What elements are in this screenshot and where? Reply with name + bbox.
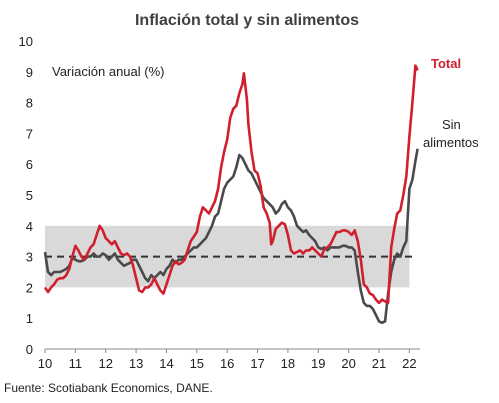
- y-tick-label: 5: [26, 188, 33, 203]
- x-tick-label: 22: [402, 356, 416, 371]
- x-tick-label: 18: [281, 356, 295, 371]
- y-tick-label: 8: [26, 96, 33, 111]
- y-tick-label: 10: [19, 34, 33, 49]
- x-tick-label: 19: [311, 356, 325, 371]
- y-tick-label: 0: [26, 342, 33, 357]
- x-tick-label: 10: [38, 356, 52, 371]
- legend-label-sin-alimentos-line2: alimentos: [423, 135, 479, 150]
- y-tick-label: 9: [26, 65, 33, 80]
- y-tick-label: 4: [26, 219, 33, 234]
- source-note: Fuente: Scotiabank Economics, DANE.: [4, 381, 213, 395]
- y-tick-label: 6: [26, 157, 33, 172]
- x-tick-label: 12: [98, 356, 112, 371]
- y-tick-label: 7: [26, 126, 33, 141]
- x-tick-label: 21: [372, 356, 386, 371]
- y-tick-label: 1: [26, 311, 33, 326]
- legend-label-total: Total: [431, 56, 461, 71]
- x-tick-label: 20: [341, 356, 355, 371]
- x-tick-label: 17: [250, 356, 264, 371]
- series-line-sin-alimentos: [43, 148, 419, 325]
- y-tick-label: 3: [26, 250, 33, 265]
- x-tick-label: 14: [159, 356, 173, 371]
- y-axis-annotation: Variación anual (%): [52, 64, 164, 79]
- x-tick-label: 16: [220, 356, 234, 371]
- x-tick-label: 15: [190, 356, 204, 371]
- y-axis: 0 1 2 3 4 5 6 7 8 9 10: [19, 34, 33, 357]
- chart-title: Inflación total y sin alimentos: [135, 12, 359, 29]
- y-tick-label: 2: [26, 280, 33, 295]
- x-tick-label: 11: [69, 356, 83, 371]
- x-tick-label: 13: [129, 356, 143, 371]
- legend-label-sin-alimentos-line1: Sin: [442, 117, 461, 132]
- series-line-total: [43, 64, 419, 305]
- x-axis: 10 11 12 13 14 15 16 17 18 19 20 21 22: [38, 348, 420, 371]
